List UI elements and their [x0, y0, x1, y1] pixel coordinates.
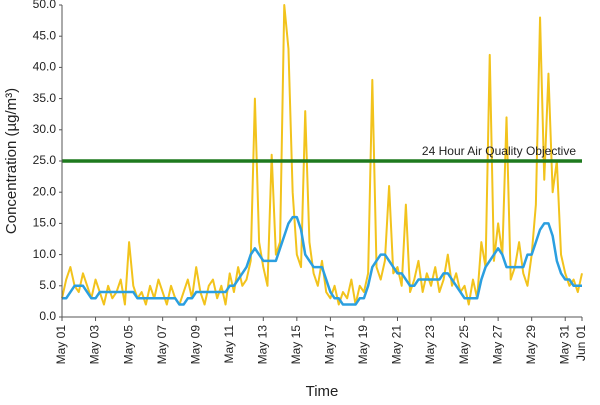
x-tick-label: May 19 [356, 325, 370, 365]
x-tick-label: May 09 [188, 325, 202, 365]
data-line [61, 4, 583, 306]
x-tick-label: May 27 [490, 325, 504, 365]
x-tick-label: May 05 [121, 325, 135, 365]
x-tick-label: Jun 01 [574, 325, 588, 361]
x-tick-label: May 07 [155, 325, 169, 365]
x-tick-label: May 31 [557, 325, 571, 365]
x-tick-label: May 21 [390, 325, 404, 365]
y-tick-label: 5.0 [39, 278, 56, 292]
x-axis-title: Time [306, 383, 339, 400]
y-tick-label: 50.0 [33, 0, 57, 11]
x-tick-label: May 23 [423, 325, 437, 365]
y-tick-label: 20.0 [33, 184, 57, 198]
y-tick-label: 40.0 [33, 60, 57, 74]
y-tick-label: 45.0 [33, 28, 57, 42]
data-line [62, 215, 582, 306]
y-tick-label: 35.0 [33, 91, 57, 105]
x-tick-label: May 11 [222, 325, 236, 364]
y-axis-title: Concentration (µg/m³) [3, 88, 20, 234]
x-tick-label: May 29 [524, 325, 538, 365]
x-tick-label: May 13 [255, 325, 269, 365]
x-tick-label: May 25 [457, 325, 471, 365]
x-tick-label: May 17 [323, 325, 337, 365]
objective-label: 24 Hour Air Quality Objective [422, 144, 576, 158]
y-tick-label: 30.0 [33, 122, 57, 136]
y-tick-label: 25.0 [33, 153, 57, 167]
x-tick-label: May 01 [54, 325, 68, 365]
y-tick-label: 0.0 [39, 309, 56, 323]
y-tick-label: 15.0 [33, 216, 57, 230]
x-tick-label: May 15 [289, 325, 303, 365]
y-tick-label: 10.0 [33, 247, 57, 261]
x-tick-label: May 03 [88, 325, 102, 365]
